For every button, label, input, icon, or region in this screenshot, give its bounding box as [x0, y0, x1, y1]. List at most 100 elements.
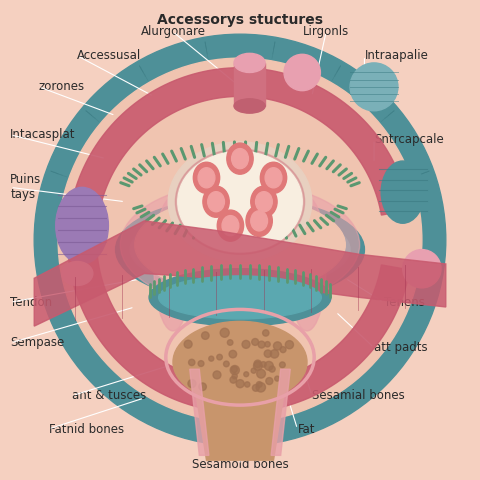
Ellipse shape [154, 197, 192, 331]
Circle shape [270, 349, 279, 358]
Text: Sempase: Sempase [10, 336, 64, 349]
Circle shape [274, 342, 282, 350]
Circle shape [209, 356, 214, 361]
Text: Sesamoid bones: Sesamoid bones [192, 458, 288, 471]
Ellipse shape [208, 192, 225, 212]
Text: Sesamial bones: Sesamial bones [312, 389, 405, 402]
Circle shape [280, 347, 286, 353]
Ellipse shape [251, 211, 267, 231]
Circle shape [258, 341, 265, 348]
Circle shape [264, 350, 272, 358]
Ellipse shape [175, 149, 305, 254]
Ellipse shape [173, 322, 307, 403]
Circle shape [264, 361, 273, 370]
Circle shape [236, 380, 244, 388]
Text: Lirgonls: Lirgonls [303, 25, 349, 38]
Circle shape [279, 362, 285, 368]
Circle shape [224, 361, 229, 367]
Ellipse shape [234, 99, 265, 113]
Circle shape [188, 380, 196, 387]
Ellipse shape [227, 143, 253, 174]
Circle shape [244, 372, 249, 377]
Ellipse shape [56, 187, 108, 264]
Text: Accessusal: Accessusal [77, 49, 142, 62]
Ellipse shape [62, 262, 93, 286]
Ellipse shape [168, 142, 312, 262]
Text: Tenens: Tenens [384, 296, 424, 309]
Circle shape [58, 58, 422, 422]
Text: Intacasplat: Intacasplat [10, 128, 76, 141]
Ellipse shape [288, 197, 326, 331]
Polygon shape [192, 369, 288, 460]
Circle shape [285, 341, 293, 349]
Circle shape [217, 354, 222, 360]
Circle shape [284, 54, 321, 91]
Circle shape [184, 340, 192, 348]
Text: ant & tusces: ant & tusces [72, 389, 147, 402]
Ellipse shape [120, 182, 360, 307]
Ellipse shape [246, 205, 272, 237]
Text: att padts: att padts [374, 341, 428, 354]
Circle shape [199, 383, 206, 391]
Circle shape [252, 338, 259, 346]
Ellipse shape [130, 209, 350, 290]
Circle shape [232, 373, 237, 379]
Polygon shape [234, 63, 265, 106]
Ellipse shape [178, 152, 302, 252]
Ellipse shape [232, 149, 248, 168]
Circle shape [269, 366, 275, 372]
Circle shape [228, 340, 233, 345]
Circle shape [189, 359, 195, 366]
Circle shape [257, 369, 265, 378]
Circle shape [256, 382, 262, 387]
Ellipse shape [255, 192, 272, 212]
Ellipse shape [251, 186, 277, 217]
Text: Puins
tays: Puins tays [10, 173, 41, 201]
Circle shape [251, 368, 256, 373]
Circle shape [254, 360, 262, 368]
Ellipse shape [198, 168, 215, 188]
Polygon shape [190, 369, 209, 456]
Circle shape [275, 376, 280, 381]
Polygon shape [271, 369, 290, 456]
Circle shape [198, 360, 204, 367]
Circle shape [252, 384, 259, 391]
Ellipse shape [149, 269, 331, 326]
Text: Fatnid bones: Fatnid bones [48, 422, 124, 435]
Ellipse shape [158, 276, 322, 319]
Circle shape [202, 332, 209, 339]
Circle shape [263, 330, 269, 336]
Polygon shape [34, 221, 446, 326]
Ellipse shape [193, 162, 220, 193]
Circle shape [34, 34, 446, 446]
Ellipse shape [234, 53, 265, 72]
Circle shape [256, 383, 265, 392]
Ellipse shape [116, 197, 364, 302]
Text: Intraapalie: Intraapalie [364, 49, 428, 62]
Circle shape [220, 328, 229, 337]
Circle shape [245, 382, 250, 387]
Ellipse shape [265, 168, 282, 188]
Circle shape [229, 350, 237, 358]
Ellipse shape [381, 161, 424, 223]
Circle shape [231, 366, 238, 372]
Circle shape [266, 378, 273, 384]
Circle shape [261, 361, 266, 367]
Text: Alurgonare: Alurgonare [141, 25, 205, 38]
Circle shape [213, 371, 221, 379]
Text: Fat: Fat [298, 422, 315, 435]
Circle shape [230, 365, 240, 375]
Ellipse shape [203, 186, 229, 217]
Circle shape [230, 376, 237, 383]
Ellipse shape [260, 162, 287, 193]
Text: Accessorys stuctures: Accessorys stuctures [157, 12, 323, 27]
Text: zorones: zorones [39, 80, 85, 93]
Ellipse shape [222, 216, 239, 236]
Circle shape [242, 340, 250, 348]
Ellipse shape [135, 197, 345, 293]
Ellipse shape [217, 210, 243, 241]
Circle shape [403, 250, 441, 288]
Circle shape [350, 63, 398, 111]
Circle shape [253, 361, 262, 371]
Text: Sntrcapcale: Sntrcapcale [374, 133, 444, 146]
